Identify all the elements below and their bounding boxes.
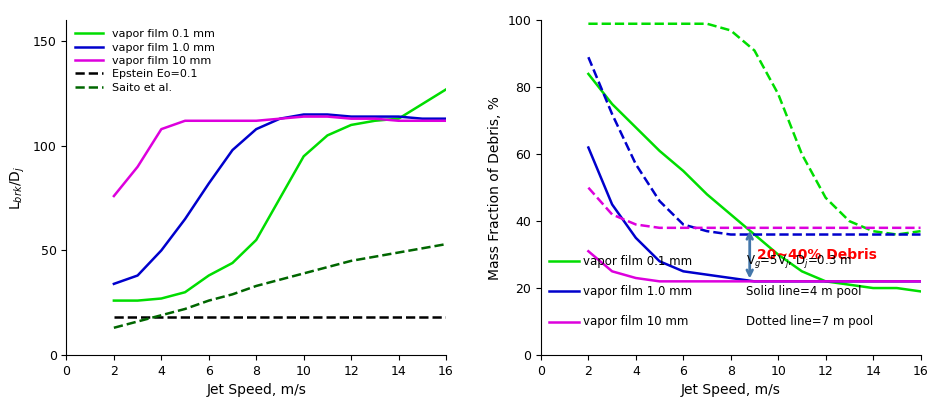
vapor film 1.0 mm [251, 126, 262, 131]
Saito et al. [393, 250, 404, 255]
Text: Solid line=4 m pool: Solid line=4 m pool [746, 285, 862, 298]
Epstein Eo=0.1 [108, 315, 120, 320]
vapor film 10 mm [298, 114, 309, 119]
Epstein Eo=0.1 [132, 315, 143, 320]
vapor film 1.0 mm [369, 114, 381, 119]
Epstein Eo=0.1 [227, 315, 238, 320]
Saito et al. [440, 242, 452, 246]
vapor film 10 mm [322, 114, 333, 119]
vapor film 10 mm [369, 116, 381, 121]
Saito et al. [251, 284, 262, 288]
Epstein Eo=0.1 [440, 315, 452, 320]
Y-axis label: Mass Fraction of Debris, %: Mass Fraction of Debris, % [488, 96, 502, 279]
vapor film 0.1 mm [322, 133, 333, 138]
vapor film 1.0 mm [274, 116, 286, 121]
Saito et al. [132, 319, 143, 324]
Epstein Eo=0.1 [345, 315, 357, 320]
vapor film 10 mm [108, 194, 120, 199]
Legend: vapor film 0.1 mm, vapor film 1.0 mm, vapor film 10 mm, Epstein Eo=0.1, Saito et: vapor film 0.1 mm, vapor film 1.0 mm, va… [72, 26, 218, 96]
vapor film 0.1 mm [417, 102, 428, 106]
vapor film 0.1 mm [156, 296, 167, 301]
vapor film 10 mm [440, 118, 452, 123]
Epstein Eo=0.1 [322, 315, 333, 320]
Epstein Eo=0.1 [274, 315, 286, 320]
vapor film 0.1 mm [274, 196, 286, 201]
Epstein Eo=0.1 [251, 315, 262, 320]
vapor film 10 mm [417, 118, 428, 123]
vapor film 1.0 mm [322, 112, 333, 117]
Text: Dotted line=7 m pool: Dotted line=7 m pool [746, 315, 873, 328]
vapor film 1.0 mm [417, 116, 428, 121]
vapor film 1.0 mm [440, 116, 452, 121]
Saito et al. [298, 271, 309, 276]
Saito et al. [345, 258, 357, 263]
vapor film 10 mm [227, 118, 238, 123]
Saito et al. [156, 313, 167, 318]
vapor film 0.1 mm [345, 122, 357, 127]
vapor film 1.0 mm [179, 217, 191, 222]
Line: vapor film 0.1 mm: vapor film 0.1 mm [114, 89, 446, 301]
Epstein Eo=0.1 [417, 315, 428, 320]
vapor film 0.1 mm [393, 116, 404, 121]
Saito et al. [203, 298, 214, 303]
Saito et al. [108, 325, 120, 330]
Text: 20~40% Debris: 20~40% Debris [756, 248, 877, 262]
vapor film 0.1 mm [440, 87, 452, 92]
vapor film 10 mm [274, 116, 286, 121]
Epstein Eo=0.1 [369, 315, 381, 320]
vapor film 0.1 mm [227, 261, 238, 266]
Text: vapor film 1.0 mm: vapor film 1.0 mm [583, 285, 692, 298]
vapor film 10 mm [179, 118, 191, 123]
vapor film 10 mm [203, 118, 214, 123]
vapor film 0.1 mm [203, 273, 214, 278]
vapor film 1.0 mm [393, 114, 404, 119]
vapor film 0.1 mm [179, 290, 191, 295]
Saito et al. [369, 254, 381, 259]
Saito et al. [227, 292, 238, 297]
vapor film 0.1 mm [369, 118, 381, 123]
Saito et al. [179, 306, 191, 311]
Epstein Eo=0.1 [203, 315, 214, 320]
X-axis label: Jet Speed, m/s: Jet Speed, m/s [206, 383, 307, 397]
vapor film 1.0 mm [345, 114, 357, 119]
vapor film 1.0 mm [298, 112, 309, 117]
Line: vapor film 1.0 mm: vapor film 1.0 mm [114, 115, 446, 284]
Epstein Eo=0.1 [298, 315, 309, 320]
Epstein Eo=0.1 [393, 315, 404, 320]
vapor film 0.1 mm [108, 298, 120, 303]
vapor film 0.1 mm [298, 154, 309, 159]
Text: vapor film 0.1 mm: vapor film 0.1 mm [583, 255, 692, 268]
Line: Saito et al.: Saito et al. [114, 244, 446, 328]
vapor film 10 mm [156, 126, 167, 131]
vapor film 0.1 mm [251, 237, 262, 242]
Text: vapor film 10 mm: vapor film 10 mm [583, 315, 688, 328]
Y-axis label: L$_{brk}$/D$_j$: L$_{brk}$/D$_j$ [9, 166, 28, 210]
vapor film 1.0 mm [108, 282, 120, 286]
vapor film 1.0 mm [132, 273, 143, 278]
Epstein Eo=0.1 [179, 315, 191, 320]
Saito et al. [417, 246, 428, 251]
vapor film 10 mm [251, 118, 262, 123]
Saito et al. [274, 277, 286, 282]
Line: vapor film 10 mm: vapor film 10 mm [114, 117, 446, 196]
vapor film 1.0 mm [227, 148, 238, 153]
vapor film 1.0 mm [156, 248, 167, 253]
X-axis label: Jet Speed, m/s: Jet Speed, m/s [680, 383, 781, 397]
vapor film 0.1 mm [132, 298, 143, 303]
Epstein Eo=0.1 [156, 315, 167, 320]
Text: V$_g$=5V$_j$, D$_j$=0.3 m: V$_g$=5V$_j$, D$_j$=0.3 m [746, 253, 852, 270]
Saito et al. [322, 265, 333, 270]
vapor film 10 mm [393, 118, 404, 123]
vapor film 1.0 mm [203, 181, 214, 186]
vapor film 10 mm [132, 164, 143, 169]
vapor film 10 mm [345, 116, 357, 121]
